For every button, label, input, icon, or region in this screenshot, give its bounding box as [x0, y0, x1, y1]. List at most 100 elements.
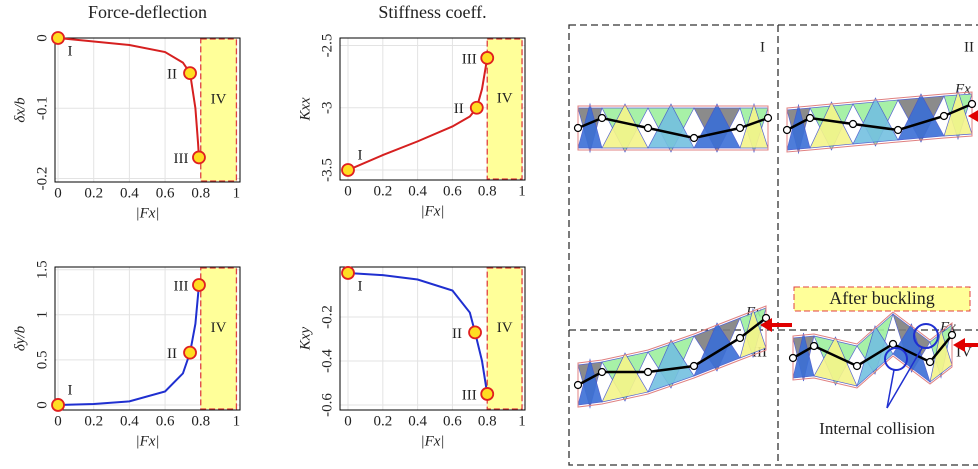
x-axis-label: |Fx|: [420, 203, 444, 219]
x-tick-label: 1: [233, 185, 241, 201]
joint: [947, 330, 957, 340]
x-tick-label: 0.8: [478, 413, 497, 429]
x-tick-label: 1: [518, 413, 526, 429]
state-label: III: [173, 278, 188, 294]
y-tick-label: 0.5: [34, 350, 50, 369]
region: [486, 38, 523, 180]
state-marker: [183, 345, 197, 360]
x-tick-label: 0.8: [191, 185, 210, 201]
state-label: II: [452, 326, 462, 342]
x-tick-label: 0.4: [408, 413, 427, 429]
state-label: II: [167, 67, 177, 83]
state-label: II: [167, 346, 177, 362]
chart-title: Stiffness coeff.: [378, 2, 486, 22]
region: [200, 267, 238, 410]
y-axis-label: δy/b: [12, 325, 28, 351]
module: [693, 103, 741, 149]
x-tick-label: 0.2: [373, 183, 392, 199]
joint: [893, 125, 903, 135]
panel-frame: [568, 24, 978, 466]
joint: [809, 341, 819, 351]
state-label: III: [462, 51, 477, 67]
joint: [643, 123, 653, 133]
state-marker: [341, 163, 355, 177]
y-tick-label: -2.5: [319, 34, 335, 58]
axes-frame: [54, 266, 241, 411]
state-marker: [480, 51, 495, 65]
line: [58, 284, 200, 406]
panel-label: I: [760, 39, 765, 55]
x-tick-label: 0.8: [478, 183, 497, 199]
state-marker: [51, 31, 65, 45]
joint: [689, 361, 699, 371]
panel-label: II: [964, 39, 974, 55]
joint: [763, 113, 773, 123]
joint: [597, 113, 607, 123]
module: [897, 93, 945, 141]
y-tick-label: 0: [34, 401, 50, 409]
y-tick-label: -3.5: [319, 158, 335, 182]
state-label: III: [462, 387, 477, 403]
module: [693, 322, 741, 377]
collision-label: Internal collision: [819, 419, 935, 438]
y-tick-label: 1.5: [34, 260, 50, 279]
x-tick-label: 0: [344, 413, 352, 429]
module: [852, 97, 899, 145]
y-tick-label: -0.4: [319, 349, 335, 373]
y-tick-label: -0.2: [319, 305, 335, 329]
state-marker: [51, 398, 65, 412]
line: [57, 37, 200, 158]
joint: [782, 125, 792, 135]
region: [200, 38, 238, 182]
x-tick-label: 0.6: [156, 413, 175, 429]
joint: [805, 113, 815, 123]
joint: [573, 380, 583, 390]
collision-mark: [884, 347, 908, 371]
x-tick-label: 0.4: [408, 183, 427, 199]
state-marker: [468, 325, 482, 340]
envelope: [792, 311, 953, 389]
x-tick-label: 0.8: [191, 413, 210, 429]
y-axis-label: Kxy: [297, 327, 313, 352]
module: [647, 103, 695, 149]
state-label: I: [68, 382, 73, 398]
diagram-panels: I II III IV Fx Fx Fx After buckling Inte…: [568, 24, 978, 466]
envelope: [577, 305, 767, 408]
state-label: I: [358, 147, 363, 163]
x-axis-label: |Fx|: [135, 205, 159, 221]
x-axis-label: |Fx|: [420, 433, 444, 449]
joint: [939, 111, 949, 121]
x-tick-label: 0.2: [373, 413, 392, 429]
region-label: IV: [497, 320, 513, 336]
x-tick-label: 1: [233, 413, 241, 429]
region-label: IV: [211, 91, 227, 107]
joint: [888, 339, 898, 349]
after-buckling-box: [793, 286, 971, 312]
region-label: IV: [497, 90, 513, 106]
state-marker: [192, 278, 206, 292]
x-tick-label: 0: [54, 185, 62, 201]
x-tick-label: 0.6: [443, 413, 462, 429]
x-tick-label: 0.2: [84, 413, 103, 429]
force-arrowhead: [953, 338, 965, 352]
x-tick-label: 0: [54, 413, 62, 429]
collision-mark: [913, 323, 939, 349]
axes-frame: [339, 266, 526, 411]
joint: [735, 123, 745, 133]
joint: [788, 353, 798, 363]
x-tick-label: 0.4: [120, 185, 139, 201]
state-label: I: [68, 43, 73, 59]
x-tick-label: 0.6: [156, 185, 175, 201]
state-marker: [469, 100, 484, 115]
y-tick-label: 1: [34, 311, 50, 319]
state-label: II: [454, 101, 464, 117]
state-marker: [341, 266, 355, 280]
state-label: I: [358, 278, 363, 294]
joint: [689, 133, 699, 143]
y-axis-label: δx/b: [12, 97, 28, 123]
y-tick-label: -3: [319, 102, 335, 115]
state-label: III: [173, 151, 188, 167]
axes-frame: [54, 37, 241, 183]
x-tick-label: 1: [518, 183, 526, 199]
